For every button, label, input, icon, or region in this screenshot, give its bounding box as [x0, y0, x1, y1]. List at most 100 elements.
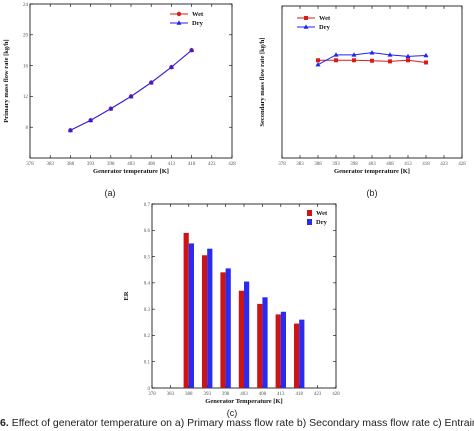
data-point-dry	[387, 52, 393, 57]
legend-label: Wet	[192, 11, 204, 18]
chart-b: 378 383 388 393 398 403 408 413 418 423 428 Generat…	[259, 5, 466, 198]
panel-label: (b)	[367, 188, 378, 198]
bar-dry	[299, 319, 305, 388]
data-point-wet	[406, 58, 410, 63]
data-point-wet	[316, 58, 320, 63]
x-tick-label: 418	[188, 162, 196, 167]
x-tick-label: 388	[314, 162, 322, 167]
legend-marker	[176, 20, 182, 25]
data-point-wet	[334, 58, 338, 63]
y-tick-label: 0.2	[144, 334, 151, 339]
y-axis-label: ER	[123, 291, 130, 300]
x-tick-label: 393	[203, 392, 211, 397]
y-tick-label: 8	[26, 126, 29, 131]
data-point-dry	[423, 52, 429, 58]
y-tick-label: 16	[23, 64, 29, 69]
series-line-wet	[70, 49, 192, 131]
x-tick-label: 403	[368, 162, 376, 167]
y-tick-label: 12	[23, 95, 29, 100]
x-tick-label: 388	[67, 162, 75, 167]
bar-wet	[202, 255, 208, 388]
data-point-dry	[405, 53, 411, 59]
legend-label: Wet	[316, 210, 328, 217]
legend-label: Dry	[319, 24, 331, 31]
data-point-dry	[88, 117, 94, 123]
caption-text: Effect of generator temperature on a) Pr…	[11, 417, 474, 429]
y-tick-label: 0.4	[144, 282, 151, 287]
legend-label: Wet	[319, 15, 331, 22]
x-tick-label: 428	[228, 162, 236, 167]
data-point-wet	[370, 58, 374, 63]
panel-label: (a)	[105, 188, 116, 198]
legend-swatch	[307, 210, 312, 216]
x-tick-label: 423	[208, 162, 216, 167]
y-tick-label: 0.5	[144, 255, 151, 260]
legend-swatch	[307, 219, 312, 225]
bar-dry	[280, 311, 286, 388]
x-tick-label: 423	[440, 162, 448, 167]
legend-marker	[303, 24, 309, 29]
x-tick-label: 428	[332, 392, 340, 397]
data-point-dry	[108, 106, 114, 111]
x-tick-label: 398	[107, 162, 115, 167]
bar-dry	[207, 248, 213, 388]
y-tick-label: 0.7	[144, 203, 151, 208]
figure-caption: 6. Effect of generator temperature on a)…	[0, 417, 474, 429]
plot-frame	[281, 5, 463, 159]
data-point-dry	[67, 127, 73, 133]
legend-marker	[304, 16, 308, 20]
legend-label: Dry	[192, 20, 204, 27]
x-tick-label: 413	[277, 392, 285, 397]
x-axis-label: Generator temperature [K]	[334, 168, 410, 175]
data-point-dry	[351, 52, 357, 57]
data-point-dry	[168, 64, 174, 69]
x-tick-label: 408	[147, 162, 155, 167]
x-tick-label: 428	[458, 162, 466, 167]
bar-wet	[294, 323, 300, 388]
x-tick-label: 398	[222, 392, 230, 397]
x-tick-label: 378	[26, 162, 34, 167]
x-tick-label: 418	[295, 392, 303, 397]
data-point-wet	[388, 59, 392, 64]
x-tick-label: 388	[185, 392, 193, 397]
x-tick-label: 418	[422, 162, 430, 167]
data-point-dry	[333, 52, 339, 57]
x-tick-label: 413	[168, 162, 176, 167]
panel-label: (c)	[227, 408, 238, 418]
x-tick-label: 378	[148, 392, 156, 397]
y-tick-label: 24	[23, 3, 29, 8]
data-point-dry	[148, 79, 154, 85]
y-tick-label: 0.6	[144, 229, 151, 234]
bar-wet	[238, 290, 244, 388]
x-tick-label: 403	[240, 392, 248, 397]
data-point-dry	[128, 93, 134, 99]
x-tick-label: 398	[350, 162, 358, 167]
x-tick-label: 378	[278, 162, 286, 167]
series-line-dry	[70, 49, 192, 131]
y-tick-label: 0.1	[144, 361, 151, 366]
y-axis-label: Secondary mass flow rate [kg/h]	[259, 37, 266, 126]
legend-marker	[176, 11, 182, 17]
x-tick-label: 413	[404, 162, 412, 167]
data-point-dry	[369, 50, 375, 55]
legend-label: Dry	[316, 219, 328, 226]
x-tick-label: 393	[87, 162, 95, 167]
chart-c: 378 383 388 393 398 403 408 413 418 423 428 0 0.1 0.2…	[123, 203, 340, 418]
bar-dry	[262, 297, 268, 388]
data-point-dry	[315, 62, 321, 67]
x-axis-label: Generator Temperature [K]	[205, 398, 282, 405]
x-axis-label: Generator temperature [K]	[93, 168, 169, 175]
bar-dry	[244, 281, 250, 388]
bar-dry	[225, 268, 231, 388]
data-point-dry	[189, 47, 195, 52]
x-tick-label: 383	[167, 392, 175, 397]
y-tick-label: 20	[23, 34, 29, 39]
bar-wet	[275, 314, 281, 388]
y-tick-label: 0	[148, 387, 151, 392]
data-point-wet	[352, 58, 356, 63]
x-tick-label: 383	[46, 162, 54, 167]
bar-dry	[188, 243, 194, 388]
x-tick-label: 393	[332, 162, 340, 167]
y-tick-label: 0.3	[144, 308, 151, 313]
